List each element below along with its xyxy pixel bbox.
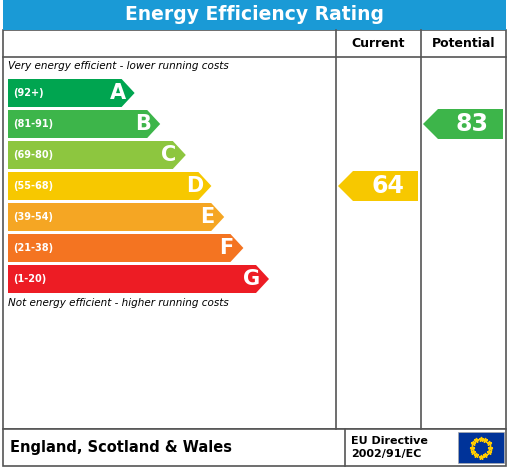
Polygon shape	[338, 171, 418, 201]
Text: EU Directive: EU Directive	[351, 436, 428, 446]
Text: 83: 83	[456, 112, 489, 136]
Text: Energy Efficiency Rating: Energy Efficiency Rating	[125, 6, 384, 24]
Text: Current: Current	[352, 37, 405, 50]
Bar	[3, 30, 506, 429]
Text: F: F	[219, 238, 234, 258]
Text: A: A	[109, 83, 126, 103]
Polygon shape	[8, 110, 160, 138]
Text: Potential: Potential	[432, 37, 495, 50]
Text: B: B	[135, 114, 151, 134]
Polygon shape	[423, 109, 503, 139]
Polygon shape	[8, 172, 211, 200]
Polygon shape	[8, 79, 134, 107]
Text: (92+): (92+)	[13, 88, 44, 98]
Text: E: E	[200, 207, 214, 227]
Text: (55-68): (55-68)	[13, 181, 53, 191]
Text: Not energy efficient - higher running costs: Not energy efficient - higher running co…	[8, 298, 229, 308]
Polygon shape	[8, 203, 224, 231]
Polygon shape	[8, 265, 269, 293]
Polygon shape	[8, 234, 243, 262]
Text: D: D	[186, 176, 203, 196]
Bar	[3, 429, 506, 466]
Text: England, Scotland & Wales: England, Scotland & Wales	[10, 440, 232, 455]
Text: C: C	[161, 145, 177, 165]
Text: 64: 64	[371, 174, 404, 198]
Text: (21-38): (21-38)	[13, 243, 53, 253]
Text: (81-91): (81-91)	[13, 119, 53, 129]
Bar	[3, 0, 506, 30]
Text: (39-54): (39-54)	[13, 212, 53, 222]
Text: (69-80): (69-80)	[13, 150, 53, 160]
Text: (1-20): (1-20)	[13, 274, 46, 284]
Bar	[458, 432, 504, 463]
Text: Very energy efficient - lower running costs: Very energy efficient - lower running co…	[8, 61, 229, 71]
Text: G: G	[243, 269, 261, 289]
Polygon shape	[8, 141, 186, 169]
Text: 2002/91/EC: 2002/91/EC	[351, 449, 421, 459]
